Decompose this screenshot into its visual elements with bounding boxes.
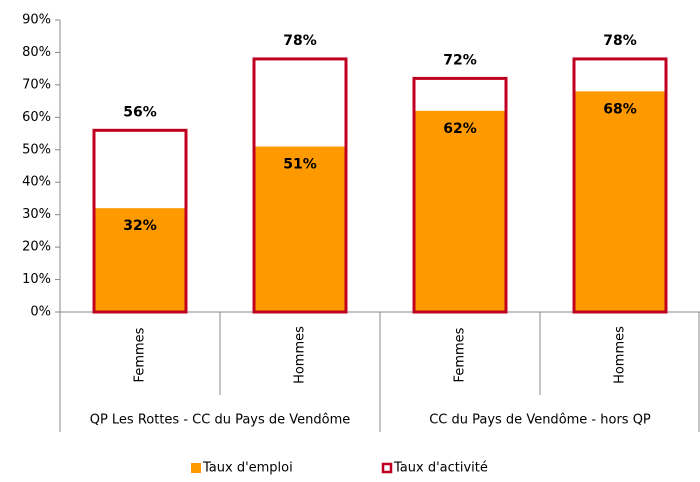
value-label: 32% [123,218,157,234]
bar [574,91,666,312]
value-label: 62% [443,121,477,137]
value-label: 78% [603,33,637,49]
bar-outline [572,57,668,314]
y-tick-label: 40% [22,175,51,190]
group-label: QP Les Rottes - CC du Pays de Vendôme [90,413,351,428]
value-label: 72% [443,52,477,68]
y-tick-label: 0% [30,305,51,320]
bar [254,146,346,312]
value-label: 68% [603,101,637,117]
y-tick-label: 20% [22,240,51,255]
x-tick-label: Femmes [133,327,148,382]
group-label: CC du Pays de Vendôme - hors QP [429,413,651,428]
y-tick-label: 50% [22,142,51,157]
bar [94,208,186,312]
x-tick-label: Hommes [613,326,628,384]
y-tick-label: 10% [22,272,51,287]
bar-outline [412,76,508,314]
value-label: 56% [123,104,157,120]
y-tick-label: 80% [22,45,51,60]
value-label: 51% [283,157,317,173]
legend-label: Taux d'emploi [202,461,293,476]
legend-swatch [191,463,201,473]
bar [414,110,506,312]
y-tick-label: 90% [22,13,51,28]
y-tick-label: 70% [22,77,51,92]
legend-swatch [381,462,393,474]
bar-outline [92,128,188,314]
legend-label: Taux d'activité [393,461,488,476]
y-tick-label: 60% [22,110,51,125]
x-tick-label: Hommes [293,326,308,384]
x-tick-label: Femmes [453,327,468,382]
y-tick-label: 30% [22,207,51,222]
bar-outline [252,57,348,314]
value-label: 78% [283,33,317,49]
